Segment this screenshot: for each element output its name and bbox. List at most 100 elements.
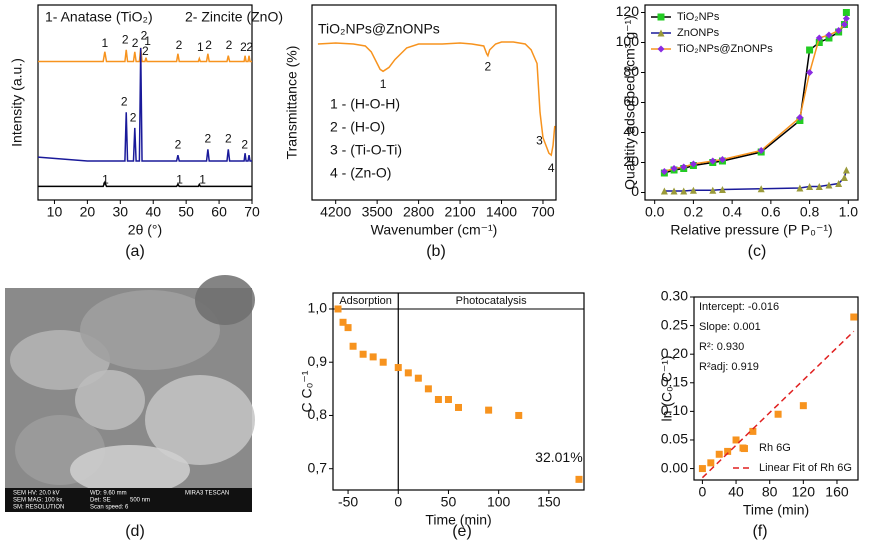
y-axis-label: ln (C₀ C⁻¹) [659,355,675,421]
annotation: 2 [225,132,232,146]
marker [515,411,523,419]
annotation: 2 [142,44,149,58]
marker [698,465,706,473]
marker [689,160,697,168]
marker [575,475,583,483]
annotation: 2 [132,36,139,50]
marker [815,183,823,190]
x-tick-label: 0 [394,494,402,510]
marker [709,157,717,165]
annotation: 2 [485,60,492,74]
marker [757,185,765,193]
marker [774,410,782,418]
marker [842,166,850,174]
note: Intercept: -0.016 [699,301,779,313]
marker [842,9,850,16]
sem-info: Scan speed: 6 [90,505,129,511]
annotation: 1 [102,173,109,187]
annotation: 2 [141,28,148,42]
legend-entry: TiO₂NPs@ZnONPs [651,43,773,55]
x-tick-label: 1.0 [839,204,859,220]
region-label: Adsorption [339,295,392,307]
y-tick-label: 0.00 [661,459,688,475]
marker [657,13,665,21]
marker [840,21,848,28]
panel-title: TiO₂NPs@ZnONPs [318,21,440,37]
caption: (f) [752,523,767,540]
y-tick-label: 0.20 [661,345,688,361]
caption: (c) [748,243,767,260]
grain [80,290,220,370]
x-tick-label: 30 [113,204,129,220]
x-tick-label: 1400 [486,204,517,220]
x-tick-label: 50 [441,494,457,510]
annotation: 2 [246,40,253,54]
x-tick-label: 120 [792,484,816,500]
legend-label: TiO₂NPs@ZnONPs [677,43,773,55]
legend-entry: Rh 6G [739,442,791,454]
x-tick-label: 70 [244,204,260,220]
y-tick-label: 20 [623,153,639,169]
annotation: 1 [380,77,387,91]
annotation: 2 [205,38,212,52]
marker [434,395,442,403]
y-axis-label: Intensity (a.u.) [9,58,25,147]
note: 2- Zincite (ZnO) [185,9,283,25]
plot-frame [311,4,557,201]
y-tick-label: 60 [623,93,639,109]
marker [334,305,342,313]
x-axis-label: Time (min) [425,512,491,528]
annotation: 2 [241,138,248,152]
marker [835,27,843,34]
marker [840,174,848,181]
x-tick-label: 0.0 [645,204,665,220]
x-tick-label: 2100 [444,204,475,220]
caption: (a) [125,243,145,260]
marker [369,353,377,361]
y-axis-label: Quantity adsorbed (cm³ g⁻¹) [622,15,638,190]
annotation: 2 [205,132,212,146]
series-line [701,330,855,479]
x-tick-label: 0.2 [684,204,704,220]
marker [757,147,765,154]
note: 2 - (H-O) [330,119,385,135]
legend-label: ZnONPs [677,27,720,39]
marker [344,324,352,332]
legend-label: Linear Fit of Rh 6G [759,462,852,474]
marker [485,406,493,414]
grain [70,445,190,495]
marker [657,29,665,37]
sem-info: Det: SE [90,498,111,504]
marker [660,187,668,195]
marker [806,46,814,54]
annotation: 4 [548,161,555,175]
legend-entry: ZnONPs [651,27,720,39]
annotation: 3 [536,134,543,148]
marker [749,427,757,435]
x-tick-label: 10 [47,204,63,220]
plot-frame [37,4,253,201]
marker [825,31,833,39]
note: 3 - (Ti-O-Ti) [330,142,402,158]
y-tick-label: 0.30 [661,288,688,304]
marker [835,180,843,187]
annotation: 2 [226,38,233,52]
annotation: 1 [199,173,206,187]
marker [718,156,726,163]
grain [75,370,145,430]
note: 1- Anatase (TiO₂) [45,9,153,25]
annotation: 2 [240,40,247,54]
marker [680,187,688,195]
series-line [317,41,556,157]
caption: (d) [125,523,145,540]
plot-frame [693,296,859,481]
marker [339,318,347,326]
marker [404,369,412,377]
x-tick-label: 4200 [320,204,351,220]
y-tick-label: 0.10 [661,402,688,418]
series-line [38,180,252,188]
x-tick-label: 0 [699,484,707,500]
marker [349,342,357,350]
x-axis-label: Time (min) [743,502,809,518]
